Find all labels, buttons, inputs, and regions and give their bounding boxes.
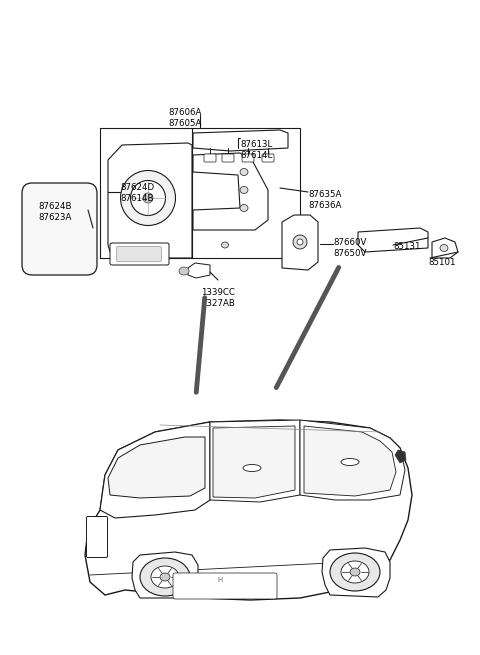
Text: 85101: 85101 [428, 258, 456, 267]
Text: 85131: 85131 [393, 242, 420, 251]
Ellipse shape [151, 566, 179, 588]
Polygon shape [395, 450, 406, 463]
Polygon shape [108, 437, 205, 498]
Ellipse shape [131, 181, 166, 215]
Polygon shape [432, 238, 458, 258]
FancyBboxPatch shape [262, 154, 274, 162]
Text: 1339CC
1327AB: 1339CC 1327AB [201, 288, 235, 309]
FancyBboxPatch shape [204, 154, 216, 162]
Text: 87635A
87636A: 87635A 87636A [308, 190, 341, 210]
Text: 87613L
87614L: 87613L 87614L [240, 140, 272, 160]
Ellipse shape [143, 193, 153, 203]
Ellipse shape [350, 568, 360, 576]
FancyBboxPatch shape [86, 517, 108, 557]
Text: 87660V
87650V: 87660V 87650V [333, 238, 366, 259]
Ellipse shape [160, 573, 170, 581]
FancyBboxPatch shape [242, 154, 254, 162]
FancyBboxPatch shape [222, 154, 234, 162]
Ellipse shape [120, 170, 176, 225]
Ellipse shape [293, 235, 307, 249]
Polygon shape [193, 130, 288, 151]
Polygon shape [85, 420, 412, 600]
Ellipse shape [297, 239, 303, 245]
Ellipse shape [341, 458, 359, 466]
Polygon shape [282, 215, 318, 270]
FancyBboxPatch shape [110, 243, 169, 265]
Polygon shape [322, 548, 390, 597]
Ellipse shape [330, 553, 380, 591]
Polygon shape [193, 153, 268, 230]
Ellipse shape [179, 267, 189, 275]
Polygon shape [358, 228, 428, 252]
Ellipse shape [240, 187, 248, 193]
Polygon shape [300, 420, 405, 500]
FancyBboxPatch shape [173, 573, 277, 599]
Text: 87624D
87614B: 87624D 87614B [120, 183, 154, 204]
Polygon shape [213, 426, 295, 498]
Polygon shape [132, 552, 198, 598]
Ellipse shape [240, 204, 248, 212]
Text: 87606A
87605A: 87606A 87605A [168, 108, 202, 128]
FancyBboxPatch shape [117, 246, 161, 261]
Ellipse shape [440, 244, 448, 252]
Ellipse shape [221, 242, 228, 248]
Text: 87624B
87623A: 87624B 87623A [38, 202, 72, 223]
Polygon shape [108, 143, 192, 258]
Ellipse shape [341, 561, 369, 583]
FancyBboxPatch shape [22, 183, 97, 275]
Ellipse shape [140, 558, 190, 596]
Polygon shape [210, 420, 300, 502]
Polygon shape [188, 263, 210, 278]
Ellipse shape [243, 464, 261, 472]
Ellipse shape [240, 168, 248, 176]
Polygon shape [100, 422, 210, 518]
Text: H: H [217, 577, 223, 583]
Polygon shape [304, 426, 396, 496]
